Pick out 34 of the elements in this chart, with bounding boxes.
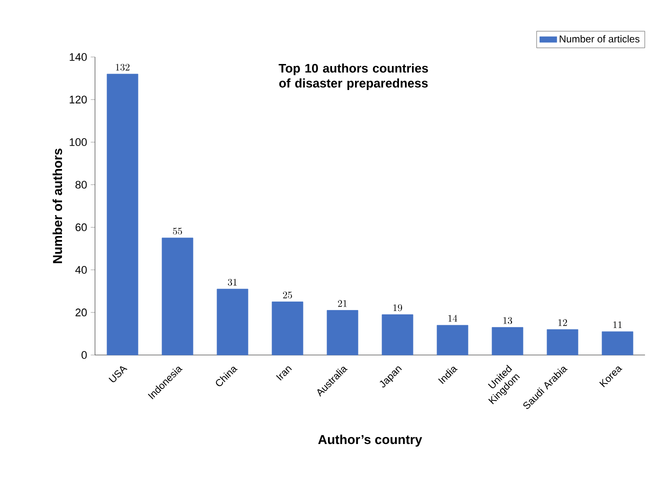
- bar: [326, 310, 358, 356]
- y-tick-label: 60: [76, 223, 87, 232]
- text: Top 10 authors countries of disaster preparedness: [278, 63, 428, 90]
- data-label: 25: [283, 292, 292, 298]
- bar: [272, 302, 304, 356]
- y-tick-label: 40: [75, 266, 87, 274]
- bar: [602, 331, 634, 356]
- data-label: 19: [393, 304, 402, 312]
- y-tick-label: 120: [70, 96, 87, 104]
- data-label: 21: [338, 300, 347, 307]
- x-tick-label: USA: [108, 366, 128, 382]
- y-tick-label: 100: [70, 138, 87, 146]
- data-label: 132: [116, 64, 130, 71]
- x-axis-title: Author’s country: [318, 434, 422, 447]
- bar: [106, 74, 138, 356]
- data-label: 55: [173, 228, 182, 235]
- y-tick-label: 80: [76, 180, 87, 189]
- y-axis-title: Number of authors: [52, 148, 62, 264]
- bar: [436, 325, 468, 356]
- data-label: 13: [503, 317, 512, 324]
- data-label: 12: [558, 319, 567, 326]
- bar: [216, 288, 248, 356]
- x-tick-label: Iran: [276, 366, 292, 381]
- data-label: 14: [448, 314, 458, 322]
- y-tick-label: 140: [70, 53, 87, 61]
- data-label: 11: [613, 321, 622, 328]
- bar: [162, 238, 194, 356]
- bar: [546, 329, 578, 356]
- data-label: 31: [228, 278, 237, 286]
- bar: [492, 327, 524, 356]
- legend-label: Number of articles: [560, 35, 640, 42]
- y-tick-label: 20: [76, 308, 87, 316]
- bar: [382, 314, 414, 356]
- y-tick-label: 0: [82, 351, 87, 359]
